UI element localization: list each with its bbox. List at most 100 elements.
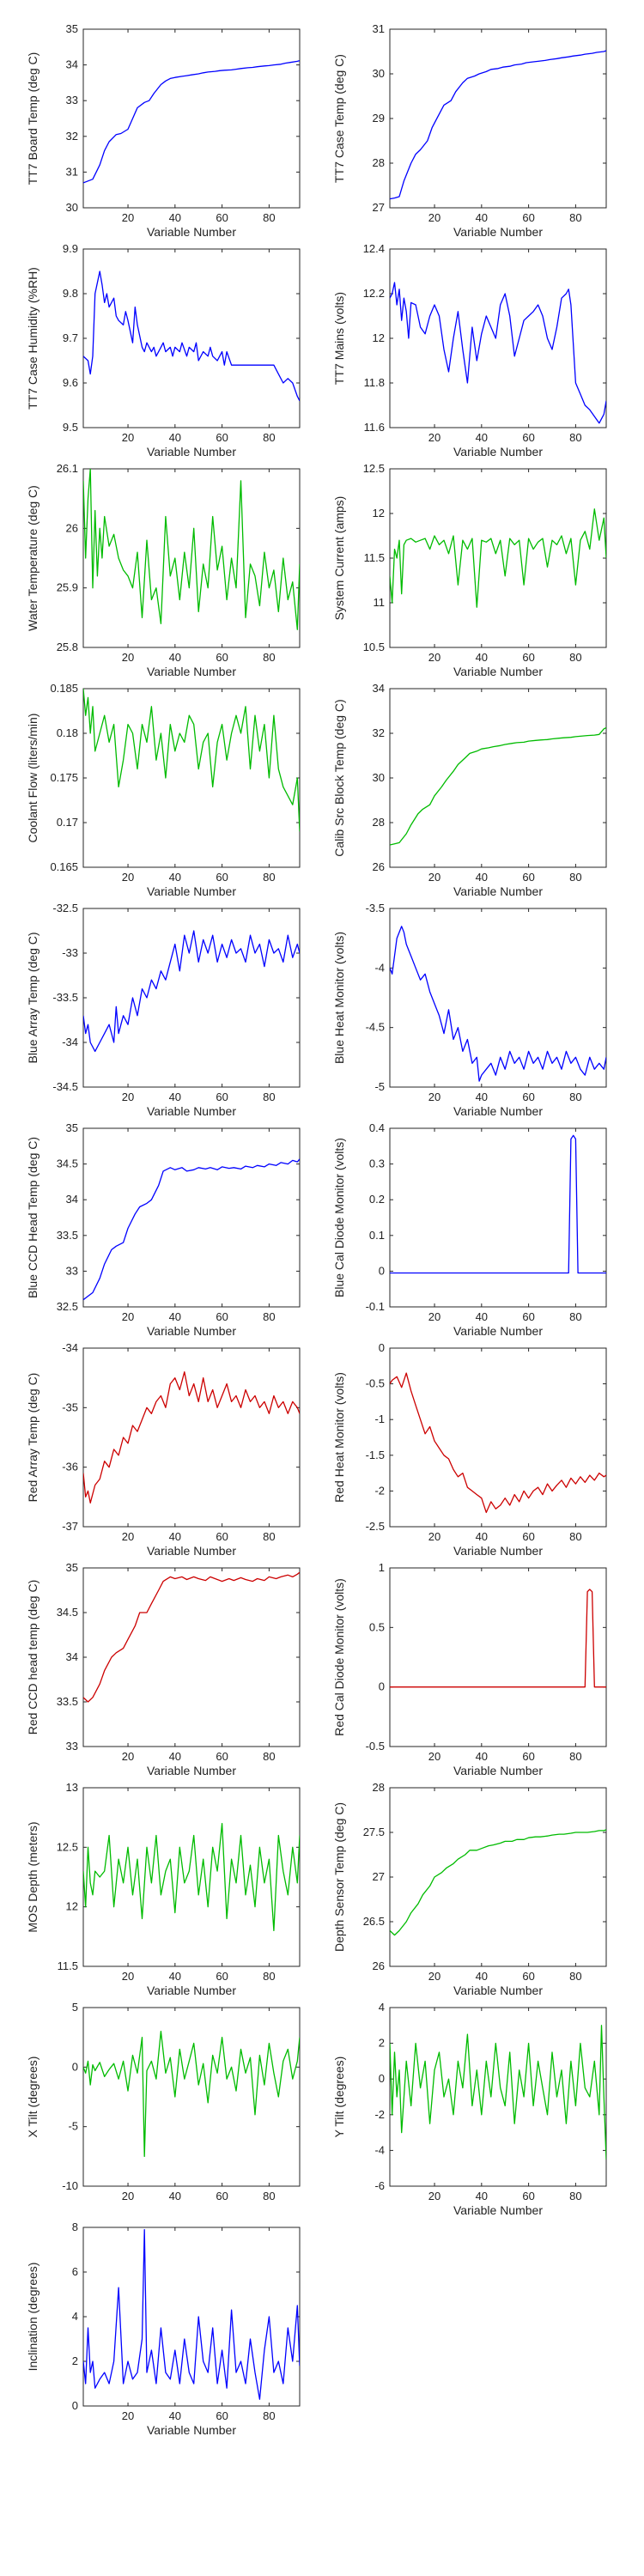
x-tick-label: 40 [169, 211, 181, 224]
y-tick-label: 34.5 [57, 1606, 78, 1619]
y-axis-label: System Current (amps) [332, 496, 346, 621]
y-tick-label: 13 [66, 1781, 78, 1794]
x-tick-label: 60 [522, 2190, 534, 2202]
subplot-21: 20 40 60 80 0 2 4 6 8 Variable Number Inclination … [26, 2221, 301, 2437]
x-axis-label: Variable Number [453, 2203, 543, 2217]
y-tick-label: 12 [373, 331, 385, 344]
y-axis-label: Coolant Flow (liters/min) [26, 714, 39, 843]
x-tick-label: 80 [263, 2190, 275, 2202]
series-line [390, 1829, 606, 1936]
y-tick-label: 27.5 [363, 1826, 385, 1838]
series-line [83, 1371, 300, 1504]
series-line [83, 1571, 300, 1703]
x-tick-label: 60 [522, 211, 534, 224]
x-axis-label: Variable Number [453, 445, 543, 459]
subplot-8: 20 40 60 80 26 28 30 32 34 Variable Number Calib S… [332, 682, 607, 898]
y-axis-label: Y Tilt (degrees) [332, 2057, 346, 2138]
x-axis-label: Variable Number [147, 1104, 236, 1118]
y-tick-label: 0 [72, 2399, 78, 2412]
y-tick-label: 33.5 [57, 1229, 78, 1242]
y-tick-label: -0.5 [366, 1377, 385, 1390]
x-tick-label: 60 [216, 1970, 228, 1983]
x-axis-label: Variable Number [147, 1984, 236, 1997]
x-tick-label: 40 [476, 1970, 488, 1983]
plot-frame [389, 1347, 607, 1528]
y-tick-label: 9.5 [63, 421, 78, 434]
y-tick-label: -0.1 [366, 1300, 385, 1313]
y-tick-label: 0.17 [57, 816, 78, 829]
x-axis-label: Variable Number [453, 1104, 543, 1118]
x-tick-label: 60 [216, 1310, 228, 1323]
y-axis-label: Blue CCD Head Temp (deg C) [26, 1137, 39, 1298]
y-tick-label: 0 [72, 2060, 78, 2073]
subplot-4: 20 40 60 80 11.6 11.8 12 12.2 12.4 Variable Numbe… [332, 242, 607, 459]
y-tick-label: 0.175 [50, 771, 78, 784]
x-tick-label: 60 [216, 651, 228, 664]
y-tick-label: 12 [66, 1900, 78, 1913]
x-axis-label: Variable Number [453, 1764, 543, 1777]
series-line [390, 50, 606, 200]
y-tick-label: 0.4 [369, 1121, 385, 1134]
plot-frame [82, 248, 301, 428]
y-tick-label: 25.9 [57, 581, 78, 594]
y-tick-label: -35 [62, 1400, 78, 1413]
x-tick-label: 80 [263, 1750, 275, 1763]
y-tick-label: 12.5 [57, 1840, 78, 1853]
x-tick-label: 40 [169, 1750, 181, 1763]
y-tick-label: -5 [374, 1080, 385, 1093]
x-tick-label: 60 [216, 2190, 228, 2202]
y-tick-label: 11.6 [364, 421, 385, 434]
plot-frame [82, 1347, 301, 1528]
x-tick-label: 60 [216, 1750, 228, 1763]
x-tick-label: 60 [522, 1530, 534, 1543]
y-axis-label: Red Array Temp (deg C) [26, 1373, 39, 1503]
x-tick-label: 80 [569, 1091, 581, 1103]
x-tick-label: 20 [428, 1750, 440, 1763]
x-tick-label: 40 [169, 431, 181, 444]
subplot-3: 20 40 60 80 9.5 9.6 9.7 9.8 9.9 Variable Number TT… [26, 242, 301, 459]
series-line [390, 1134, 606, 1274]
x-tick-label: 20 [122, 211, 134, 224]
y-tick-label: 26 [373, 860, 385, 873]
x-tick-label: 80 [569, 2190, 581, 2202]
y-tick-label: -32.5 [52, 902, 78, 914]
x-tick-label: 20 [122, 871, 134, 884]
y-tick-label: 35 [66, 1561, 78, 1574]
y-tick-label: 33.5 [57, 1695, 78, 1708]
x-tick-label: 80 [569, 211, 581, 224]
subplot-18: 20 40 60 80 26 26.5 27 27.5 28 Variable Number Dep… [332, 1781, 607, 1997]
y-tick-label: -37 [62, 1520, 78, 1533]
y-axis-label: MOS Depth (meters) [26, 1821, 39, 1932]
y-tick-label: 0 [379, 1264, 385, 1277]
y-tick-label: 28 [373, 816, 385, 829]
y-tick-label: 26.5 [363, 1915, 385, 1928]
y-tick-label: -33 [62, 946, 78, 959]
x-tick-label: 20 [122, 2190, 134, 2202]
y-axis-label: Blue Array Temp (deg C) [26, 932, 39, 1063]
y-tick-label: 30 [373, 771, 385, 784]
y-axis-label: TT7 Case Temp (deg C) [332, 54, 346, 183]
y-tick-label: -2.5 [366, 1520, 385, 1533]
x-axis-label: Variable Number [147, 1324, 236, 1338]
x-tick-label: 40 [169, 651, 181, 664]
x-axis-label: Variable Number [147, 665, 236, 678]
y-tick-label: -1 [374, 1413, 385, 1425]
x-tick-label: 80 [263, 431, 275, 444]
y-tick-label: 34 [66, 1650, 78, 1663]
x-axis-label: Variable Number [147, 884, 236, 898]
x-tick-label: 40 [169, 2409, 181, 2422]
x-tick-label: 20 [122, 1091, 134, 1103]
y-tick-label: 34.5 [57, 1157, 78, 1170]
plot-frame [82, 468, 301, 648]
x-tick-label: 20 [122, 1530, 134, 1543]
subplot-13: 20 40 60 80 -37 -36 -35 -34 Variable Number Red A… [26, 1341, 301, 1558]
x-tick-label: 20 [122, 1970, 134, 1983]
subplot-5: 20 40 60 80 25.8 25.9 26 26.1 Variable Number Wat… [26, 462, 301, 678]
plot-frame [389, 688, 607, 868]
series-line [83, 469, 300, 630]
x-axis-label: Variable Number [453, 1544, 543, 1558]
y-tick-label: 26.1 [57, 462, 78, 475]
y-tick-label: 32.5 [57, 1300, 78, 1313]
x-tick-label: 80 [263, 1530, 275, 1543]
x-tick-label: 20 [428, 2190, 440, 2202]
